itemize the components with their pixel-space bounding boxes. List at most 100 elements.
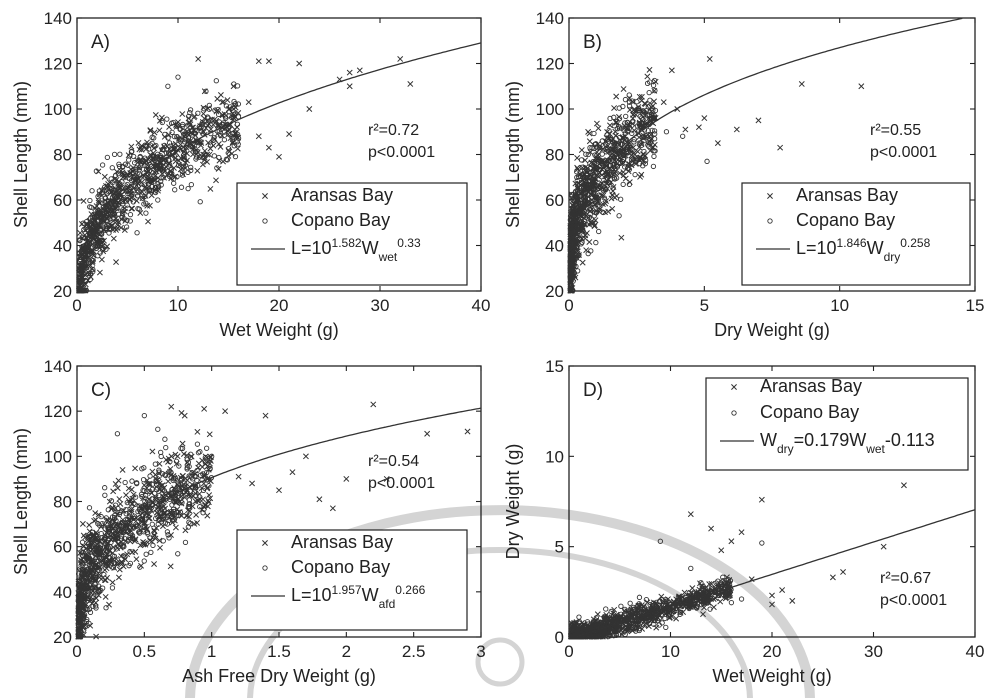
scatter-point-aransas: [613, 93, 620, 100]
scatter-point-copano: [109, 585, 116, 591]
scatter-point-copano: [103, 605, 109, 611]
scatter-point-aransas: [858, 83, 865, 90]
scatter-point-copano: [163, 150, 170, 156]
scatter-point-copano: [606, 127, 612, 134]
scatter-point-copano: [235, 135, 242, 141]
scatter-point-copano: [98, 231, 105, 237]
scatter-point-aransas: [97, 224, 104, 231]
scatter-point-copano: [231, 98, 237, 105]
scatter-point-aransas: [173, 121, 179, 128]
scatter-point-copano: [231, 111, 237, 117]
scatter-point-aransas: [668, 67, 675, 74]
scatter-point-copano: [580, 228, 586, 234]
scatter-point-aransas: [149, 468, 156, 475]
x-tick-label: 10: [169, 296, 188, 315]
y-tick-label: 80: [545, 146, 564, 165]
scatter-point-aransas: [110, 488, 117, 495]
scatter-point-aransas: [116, 183, 123, 190]
scatter-point-copano: [215, 106, 221, 113]
scatter-point-aransas: [119, 466, 126, 473]
scatter-point-copano: [149, 140, 155, 146]
scatter-point-aransas: [128, 143, 135, 150]
scatter-point-copano: [127, 153, 133, 159]
scatter-point-aransas: [682, 126, 689, 133]
scatter-point-aransas: [233, 133, 240, 140]
scatter-point-aransas: [346, 83, 353, 90]
scatter-point-aransas: [225, 152, 232, 159]
y-tick-label: 120: [536, 55, 564, 74]
scatter-point-aransas: [593, 120, 600, 127]
scatter-point-aransas: [96, 269, 103, 276]
scatter-point-copano: [86, 505, 93, 511]
scatter-point-aransas: [137, 210, 144, 216]
y-tick-label: 0: [555, 628, 564, 647]
scatter-point-copano: [100, 204, 106, 211]
scatter-point-aransas: [199, 161, 206, 168]
legend-label-aransas: Aransas Bay: [796, 185, 898, 205]
scatter-point-copano: [124, 202, 130, 208]
scatter-point-copano: [232, 153, 239, 160]
scatter-point-aransas: [146, 178, 153, 184]
scatter-point-copano: [129, 148, 135, 154]
scatter-point-aransas: [695, 124, 702, 131]
scatter-point-aransas: [217, 91, 224, 98]
scatter-point-aransas: [583, 247, 590, 254]
legend-label-fit: L=101.582Wwet0.33: [291, 236, 421, 264]
panel-letter: C): [91, 380, 111, 401]
p-value-label: p<0.0001: [880, 592, 947, 609]
scatter-point-aransas: [424, 430, 431, 437]
scatter-point-copano: [180, 163, 187, 169]
scatter-point-copano: [187, 107, 194, 113]
scatter-point-copano: [662, 615, 668, 622]
scatter-point-aransas: [755, 117, 762, 124]
scatter-point-copano: [223, 103, 230, 109]
scatter-point-copano: [234, 121, 241, 127]
scatter-point-aransas: [157, 544, 163, 551]
scatter-point-copano: [611, 175, 617, 181]
scatter-point-copano: [646, 89, 652, 96]
legend-label-copano: Copano Bay: [796, 210, 895, 230]
scatter-point-aransas: [880, 543, 887, 550]
scatter-point-aransas: [245, 99, 252, 106]
scatter-point-copano: [178, 184, 185, 190]
scatter-point-aransas: [262, 412, 269, 419]
x-tick-label: 20: [270, 296, 289, 315]
scatter-point-copano: [165, 157, 172, 163]
scatter-point-copano: [117, 151, 123, 157]
scatter-point-copano: [596, 228, 602, 235]
scatter-point-aransas: [151, 188, 158, 194]
x-tick-label: 2.5: [402, 642, 426, 661]
scatter-point-aransas: [86, 522, 93, 528]
scatter-point-copano: [164, 116, 170, 122]
scatter-point-copano: [618, 196, 624, 202]
scatter-point-aransas: [152, 111, 159, 118]
scatter-point-copano: [621, 127, 627, 134]
scatter-point-copano: [185, 127, 191, 133]
scatter-point-aransas: [651, 141, 658, 148]
scatter-point-copano: [192, 127, 198, 133]
scatter-point-copano: [215, 111, 222, 118]
scatter-point-aransas: [95, 199, 102, 206]
x-tick-label: 40: [966, 642, 985, 661]
scatter-point-aransas: [102, 593, 109, 600]
y-tick-label: 80: [53, 146, 72, 165]
scatter-point-aransas: [204, 158, 211, 165]
scatter-point-copano: [182, 539, 189, 546]
scatter-point-aransas: [581, 215, 588, 222]
scatter-point-aransas: [603, 198, 609, 204]
scatter-point-aransas: [172, 158, 179, 165]
scatter-point-aransas: [179, 440, 186, 447]
x-tick-label: 0: [72, 642, 81, 661]
scatter-point-aransas: [162, 168, 169, 175]
scatter-point-copano: [222, 114, 228, 120]
scatter-point-aransas: [213, 117, 220, 124]
scatter-cloud: [567, 66, 659, 294]
scatter-point-aransas: [123, 196, 129, 203]
scatter-point-copano: [129, 193, 135, 199]
x-axis-title: Wet Weight (g): [712, 666, 831, 686]
scatter-point-aransas: [592, 217, 599, 224]
scatter-point-copano: [127, 218, 133, 224]
scatter-point-aransas: [219, 99, 226, 106]
scatter-point-copano: [636, 594, 643, 600]
scatter-point-aransas: [116, 496, 123, 503]
